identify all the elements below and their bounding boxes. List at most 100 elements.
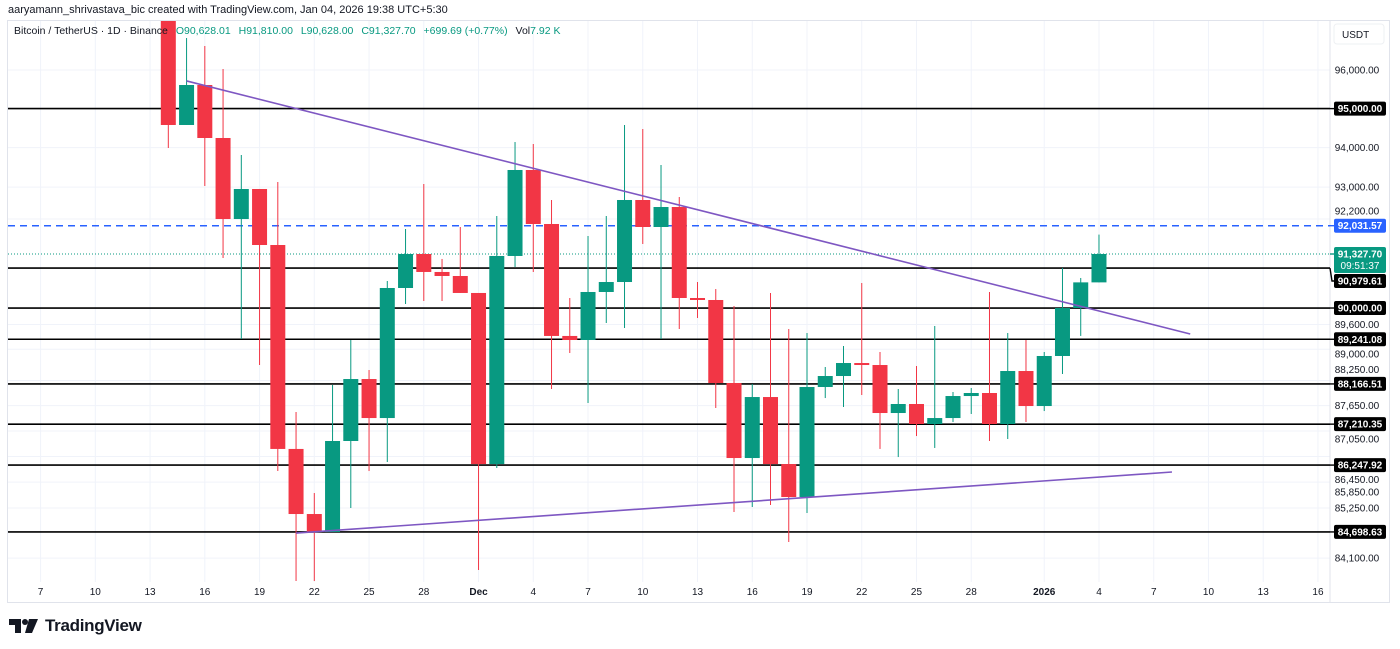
trendlines[interactable] bbox=[186, 80, 1191, 534]
level-price-label: 86,247.92 bbox=[1334, 458, 1386, 473]
candle-body bbox=[379, 287, 395, 419]
time-tick-label: 19 bbox=[254, 587, 266, 598]
candle bbox=[270, 181, 286, 472]
candle bbox=[1000, 332, 1016, 439]
time-axis[interactable]: 7 10 13 16 19 22 25 28 Dec 4 7 10 13 16 19 22 25 28 2026 4 7… bbox=[38, 587, 1324, 598]
level-price-label: 95,000.00 bbox=[1334, 101, 1386, 116]
candle-body bbox=[817, 376, 833, 388]
candle-body bbox=[562, 335, 578, 341]
chart-frame bbox=[7, 20, 1390, 603]
level-price-label-bg bbox=[1334, 458, 1386, 473]
candle-body bbox=[763, 397, 779, 465]
candle bbox=[452, 226, 468, 293]
level-price-label: 88,166.51 bbox=[1334, 376, 1386, 391]
candle bbox=[598, 215, 614, 324]
level-price-label-bg bbox=[1334, 332, 1386, 347]
alert-price-label: 92,031.57 bbox=[1334, 218, 1386, 233]
candle bbox=[562, 297, 578, 354]
candle-body bbox=[799, 387, 815, 498]
legend-volume: Vol7.92 K bbox=[516, 25, 561, 37]
alert-price-label-text: 92,031.57 bbox=[1338, 221, 1383, 232]
candle-body bbox=[160, 21, 176, 125]
candle-body bbox=[197, 85, 213, 138]
candle-body bbox=[836, 363, 852, 377]
time-tick-label: 4 bbox=[530, 587, 536, 598]
time-tick-label: 10 bbox=[637, 587, 649, 598]
time-tick-label: 4 bbox=[1096, 587, 1102, 598]
candle-body bbox=[325, 440, 341, 533]
candle-body bbox=[1000, 371, 1016, 424]
candle-body bbox=[927, 418, 943, 424]
candle bbox=[361, 370, 377, 472]
candle bbox=[963, 388, 979, 414]
candle-body bbox=[489, 255, 505, 465]
candle-body bbox=[690, 297, 706, 300]
level-price-label-text: 95,000.00 bbox=[1338, 104, 1383, 115]
price-tick-label: 89,600.00 bbox=[1335, 320, 1380, 331]
legend-low: L90,628.00 bbox=[300, 25, 354, 37]
grid bbox=[8, 21, 1330, 582]
last-price-label-bg bbox=[1334, 247, 1386, 274]
candles bbox=[160, 21, 1107, 581]
candle-body bbox=[708, 299, 724, 383]
time-tick-label: 10 bbox=[1203, 587, 1215, 598]
price-axis[interactable]: 96,000.00 94,000.00 93,000.00 92,200.00 89,6… bbox=[1335, 65, 1380, 564]
price-tick-label: 87,050.00 bbox=[1335, 434, 1380, 445]
candle bbox=[288, 412, 304, 581]
price-tick-label: 89,000.00 bbox=[1335, 350, 1380, 361]
candle-body bbox=[580, 291, 596, 341]
candle bbox=[343, 340, 359, 509]
time-tick-label: 22 bbox=[856, 587, 868, 598]
symbol-legend: Bitcoin / TetherUS · 1D · Binance O90,62… bbox=[14, 25, 566, 37]
candle-body bbox=[452, 275, 468, 293]
candle bbox=[507, 142, 523, 267]
level-price-label-bg bbox=[1334, 101, 1386, 116]
candle bbox=[306, 493, 322, 581]
legend-high: H91,810.00 bbox=[238, 25, 293, 37]
candle bbox=[799, 332, 815, 514]
time-tick-label: 28 bbox=[966, 587, 978, 598]
time-tick-label: 13 bbox=[1258, 587, 1270, 598]
currency-badge[interactable]: USDT bbox=[1333, 23, 1385, 45]
candle bbox=[671, 197, 687, 329]
level-price-label-text: 88,166.51 bbox=[1338, 379, 1383, 390]
price-tick-label: 96,000.00 bbox=[1335, 65, 1380, 76]
candle-body bbox=[233, 188, 249, 220]
candle-body bbox=[908, 404, 924, 424]
tradingview-logo[interactable]: TradingView bbox=[9, 616, 142, 636]
level-price-label-text: 87,210.35 bbox=[1338, 420, 1383, 431]
candle-body bbox=[653, 207, 669, 227]
level-price-label-bg bbox=[1334, 417, 1386, 432]
candle bbox=[945, 391, 961, 423]
price-tick-label: 85,250.00 bbox=[1335, 504, 1380, 515]
bar-countdown: 09:51:37 bbox=[1341, 261, 1380, 272]
candle bbox=[617, 124, 633, 328]
price-tick-label: 94,000.00 bbox=[1335, 143, 1380, 154]
level-price-label: 87,210.35 bbox=[1334, 417, 1386, 432]
candle bbox=[434, 258, 450, 301]
level-price-label: 90,979.61 bbox=[1334, 274, 1386, 289]
candle bbox=[817, 367, 833, 399]
time-tick-label: 7 bbox=[1151, 587, 1157, 598]
price-tick-label: 85,850.00 bbox=[1335, 488, 1380, 499]
candle-body bbox=[343, 379, 359, 441]
candle bbox=[489, 215, 505, 469]
candle bbox=[908, 366, 924, 437]
trendline[interactable] bbox=[295, 471, 1173, 534]
candle bbox=[927, 325, 943, 448]
candle-body bbox=[945, 396, 961, 419]
candle bbox=[653, 164, 669, 340]
candle-body bbox=[635, 199, 651, 227]
candle-body bbox=[617, 199, 633, 283]
candle-body bbox=[1018, 371, 1034, 407]
candle bbox=[416, 183, 432, 301]
level-price-label-text: 90,979.61 bbox=[1338, 277, 1383, 288]
candle-body bbox=[471, 292, 487, 465]
candle-body bbox=[963, 393, 979, 397]
candle-body bbox=[598, 282, 614, 292]
candle-body bbox=[744, 397, 760, 459]
trendline[interactable] bbox=[186, 80, 1191, 335]
candle-body bbox=[981, 393, 997, 424]
